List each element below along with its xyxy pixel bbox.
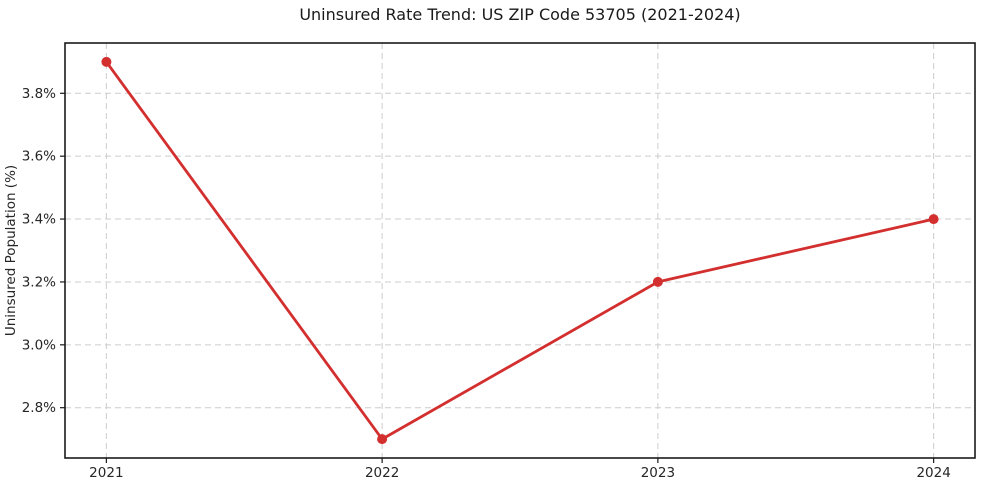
x-tick-label: 2023 — [641, 465, 675, 481]
y-axis-label: Uninsured Population (%) — [3, 165, 19, 336]
plot-border — [64, 42, 976, 459]
x-tick-label: 2021 — [89, 465, 123, 481]
x-tick-label: 2022 — [365, 465, 399, 481]
axis-layer: 2.8% 3.0% 3.2% 3.4% 3.6% 3.8% 2021 2022 2023 2024 — [22, 42, 976, 481]
trend-line — [105, 60, 935, 441]
y-tick-label: 2.8% — [22, 400, 56, 416]
data-point-marker — [652, 276, 663, 287]
chart-title: Uninsured Rate Trend: US ZIP Code 53705 … — [299, 5, 740, 24]
y-tick-label: 3.6% — [22, 149, 56, 165]
y-tick-label: 3.2% — [22, 274, 56, 290]
data-point-marker — [377, 434, 388, 445]
data-point-marker — [101, 56, 112, 67]
x-tick-label: 2024 — [916, 465, 950, 481]
y-tick-label: 3.0% — [22, 337, 56, 353]
y-tick-label: 3.4% — [22, 212, 56, 228]
trend-line-series — [101, 56, 939, 445]
y-tick-label: 3.8% — [22, 86, 56, 102]
grid-layer — [65, 43, 975, 458]
data-point-marker — [928, 214, 939, 225]
